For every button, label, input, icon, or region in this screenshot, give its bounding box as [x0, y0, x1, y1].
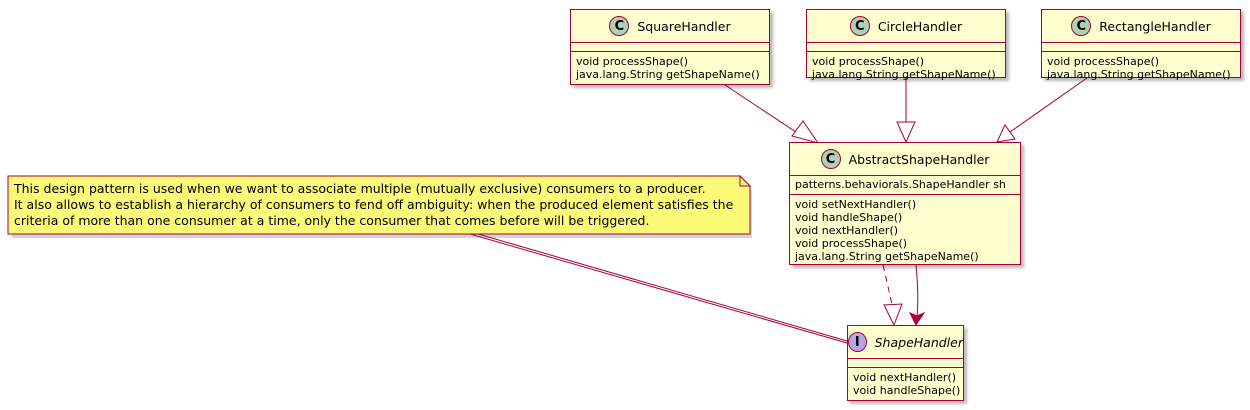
interface-shape-handler[interactable]: I ShapeHandler void nextHandler() void h… [847, 325, 964, 401]
class-badge-icon: C [849, 16, 870, 36]
class-name: AbstractShapeHandler [848, 151, 990, 167]
method: void nextHandler() [795, 224, 899, 237]
edge-abstract-associates-shapehandler [915, 264, 919, 318]
interface-badge-icon: I [848, 332, 867, 352]
class-name: ShapeHandler [874, 334, 963, 350]
fields-compartment [571, 43, 769, 52]
inheritance-arrowhead [896, 121, 916, 144]
note-line: This design pattern is used when we want… [14, 181, 706, 196]
class-abstract-shape-handler[interactable]: C AbstractShapeHandler patterns.behavior… [789, 142, 1021, 265]
note-line: criteria of more than one consumer at a … [14, 213, 650, 228]
method: void handleShape() [795, 211, 903, 224]
methods-compartment: void processShape() java.lang.String get… [1042, 52, 1240, 84]
class-header: I ShapeHandler [848, 326, 963, 359]
class-name: CircleHandler [877, 18, 963, 34]
class-square-handler[interactable]: C SquareHandler void processShape() java… [570, 9, 770, 85]
fields-compartment [807, 43, 1005, 52]
methods-compartment: void nextHandler() void handleShape() [848, 368, 963, 400]
method: void processShape() [812, 55, 925, 68]
inheritance-arrowhead [996, 124, 1016, 143]
method: java.lang.String getShapeName() [812, 68, 996, 81]
class-header: C RectangleHandler [1042, 10, 1240, 43]
inheritance-arrowhead [791, 120, 820, 144]
class-header: C CircleHandler [807, 10, 1005, 43]
method: void processShape() [1047, 55, 1160, 68]
class-header: C SquareHandler [571, 10, 769, 43]
note-connector-line [469, 233, 848, 344]
method: void handleShape() [853, 384, 961, 397]
design-pattern-note: This design pattern is used when we want… [8, 176, 750, 234]
method: void processShape() [795, 237, 908, 250]
note-line: It also allows to establish a hierarchy … [14, 197, 734, 212]
methods-compartment: void processShape() java.lang.String get… [807, 52, 1005, 84]
field: patterns.behaviorals.ShapeHandler sh [795, 178, 1006, 191]
class-name: RectangleHandler [1099, 18, 1211, 34]
method: java.lang.String getShapeName() [576, 68, 760, 81]
class-rectangle-handler[interactable]: C RectangleHandler void processShape() j… [1041, 9, 1241, 81]
method: void processShape() [576, 55, 689, 68]
association-arrowhead [908, 311, 926, 326]
method: java.lang.String getShapeName() [795, 250, 979, 263]
edge-abstract-implements-shapehandler [882, 264, 893, 306]
method: java.lang.String getShapeName() [1047, 68, 1231, 81]
class-circle-handler[interactable]: C CircleHandler void processShape() java… [806, 9, 1006, 81]
note-shape [7, 174, 752, 238]
note-connector-line [477, 233, 848, 342]
fields-compartment [848, 359, 963, 368]
fields-compartment: patterns.behaviorals.ShapeHandler sh [790, 176, 1020, 195]
realization-arrowhead [883, 303, 903, 327]
class-name: SquareHandler [637, 18, 731, 34]
method: void nextHandler() [853, 371, 957, 384]
methods-compartment: void setNextHandler() void handleShape()… [790, 195, 1020, 266]
fields-compartment [1042, 43, 1240, 52]
class-badge-icon: C [820, 149, 841, 169]
edge-rectangle-extends-abstract [1009, 77, 1088, 133]
class-header: C AbstractShapeHandler [790, 143, 1020, 176]
class-badge-icon: C [1071, 16, 1092, 36]
methods-compartment: void processShape() java.lang.String get… [571, 52, 769, 84]
class-badge-icon: C [609, 16, 630, 36]
edge-square-extends-abstract [724, 84, 809, 141]
method: void setNextHandler() [795, 198, 917, 211]
